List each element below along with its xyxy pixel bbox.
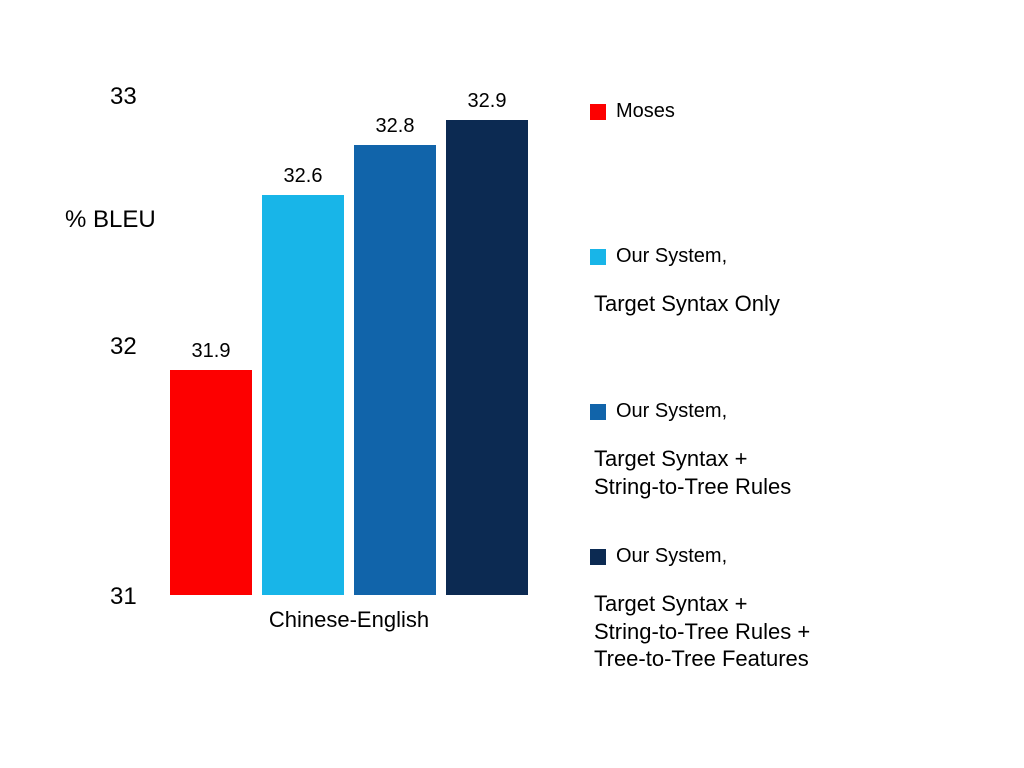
y-tick-label: 33 [110,83,137,111]
bar-value-label: 32.6 [256,165,350,188]
y-tick-label: 32 [110,333,137,361]
bar-value-label: 31.9 [164,340,258,363]
legend-subtitle: Target Syntax Only [594,290,780,318]
legend-swatch [590,104,606,120]
legend-swatch [590,549,606,565]
x-axis-label: Chinese-English [170,607,528,633]
legend-title: Moses [616,100,675,123]
bar [354,145,436,595]
bar-value-label: 32.8 [348,115,442,138]
bar [262,195,344,595]
y-axis-title: % BLEU [65,206,156,234]
chart-stage: 31 32 33 % BLEU 31.9 32.6 32.832.9 Chinese-Engl… [0,0,1024,768]
bar [170,370,252,595]
legend-title: Our System, [616,400,727,423]
legend-subtitle: Target Syntax + String-to-Tree Rules + T… [594,590,810,673]
bar [446,120,528,595]
y-tick-label: 31 [110,583,137,611]
legend-title: Our System, [616,545,727,568]
legend-swatch [590,404,606,420]
legend-swatch [590,249,606,265]
bar-value-label: 32.9 [440,90,534,113]
legend-subtitle: Target Syntax + String-to-Tree Rules [594,445,791,500]
legend-title: Our System, [616,245,727,268]
